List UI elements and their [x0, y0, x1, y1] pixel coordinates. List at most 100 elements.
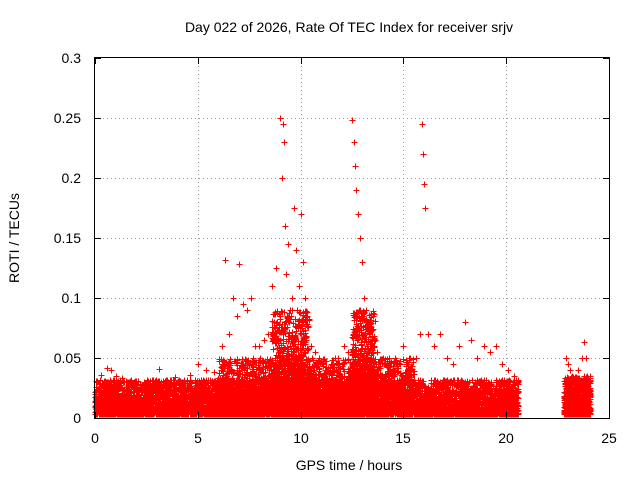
scatter-point [304, 313, 311, 320]
scatter-point [575, 367, 582, 374]
scatter-point [277, 115, 284, 122]
scatter-point [505, 367, 512, 374]
scatter-point [248, 295, 255, 302]
y-tick-label: 0 [73, 410, 81, 426]
scatter-point [322, 367, 329, 374]
ticks [95, 58, 610, 419]
scatter-point [298, 211, 305, 218]
x-tick-labels: 0 5 10 15 20 25 [91, 430, 617, 446]
scatter-point [569, 373, 576, 380]
scatter-point [407, 355, 414, 362]
chart-title: Day 022 of 2026, Rate Of TEC Index for r… [185, 19, 513, 35]
scatter-point [98, 372, 105, 379]
scatter-point [269, 283, 276, 290]
scatter-point [178, 379, 185, 386]
scatter-point [456, 343, 463, 350]
scatter-point [244, 307, 251, 314]
scatter-point [195, 361, 202, 368]
scatter-point [400, 343, 407, 350]
scatter-point [487, 349, 494, 356]
scatter-point [285, 241, 292, 248]
y-axis-label: ROTI / TECUs [6, 193, 22, 283]
scatter-point [419, 121, 426, 128]
scatter-point [422, 205, 429, 212]
scatter-point [380, 355, 387, 362]
scatter-point [431, 343, 438, 350]
scatter-point [133, 381, 140, 388]
scatter-point [156, 366, 163, 373]
scatter-point [413, 355, 420, 362]
scatter-point [417, 331, 424, 338]
scatter-point [296, 283, 303, 290]
scatter-point [462, 319, 469, 326]
scatter-point [240, 301, 247, 308]
scatter-point [581, 339, 588, 346]
x-tick-label: 15 [395, 430, 411, 446]
scatter-point [308, 343, 315, 350]
y-tick-label: 0.05 [54, 350, 81, 366]
scatter-point [283, 271, 290, 278]
scatter-point [316, 355, 323, 362]
scatter-point [230, 295, 237, 302]
scatter-point [293, 247, 300, 254]
scatter-point [219, 343, 226, 350]
scatter-point [119, 375, 126, 382]
scatter-point [341, 343, 348, 350]
scatter-point [108, 367, 115, 374]
scatter-point [312, 349, 319, 356]
scatter-point [281, 139, 288, 146]
scatter-point [450, 361, 457, 368]
scatter-point [287, 307, 294, 314]
scatter-point [563, 355, 570, 362]
scatter-point [187, 372, 194, 379]
scatter-point [236, 261, 243, 268]
scatter-point [571, 379, 578, 386]
scatter-point [302, 295, 309, 302]
scatter-point [279, 175, 286, 182]
scatter-point [499, 361, 506, 368]
scatter-point [386, 355, 393, 362]
plot-frame [94, 57, 610, 419]
scatter-point [363, 307, 370, 314]
scatter-point [361, 295, 368, 302]
scatter-point [349, 117, 356, 124]
scatter-point [203, 367, 210, 374]
x-tick-label: 25 [601, 430, 617, 446]
scatter-point [94, 379, 101, 386]
scatter-point [370, 343, 377, 350]
scatter-point [300, 259, 307, 266]
x-axis-label: GPS time / hours [296, 457, 403, 473]
scatter-cloud [92, 307, 594, 418]
scatter-point [493, 343, 500, 350]
scatter-point [211, 369, 218, 376]
scatter-point [357, 235, 364, 242]
scatter-point [351, 139, 358, 146]
scatter-point [345, 349, 352, 356]
scatter-point [353, 187, 360, 194]
scatter-point [261, 337, 268, 344]
scatter-point [355, 211, 362, 218]
x-tick-label: 5 [194, 430, 202, 446]
scatter-point [511, 373, 518, 380]
scatter-point [420, 151, 427, 158]
x-tick-label: 10 [293, 430, 309, 446]
y-tick-label: 0.15 [54, 230, 81, 246]
scatter-point [481, 343, 488, 350]
scatter-point [125, 379, 132, 386]
scatter-point [567, 367, 574, 374]
y-tick-label: 0.1 [62, 290, 82, 306]
y-tick-label: 0.2 [62, 170, 82, 186]
scatter-point [289, 295, 296, 302]
scatter-point [265, 331, 272, 338]
scatter-point [444, 355, 451, 362]
scatter-point [335, 355, 342, 362]
scatter-point [392, 355, 399, 362]
scatter-point [359, 259, 366, 266]
y-tick-label: 0.3 [62, 50, 82, 66]
scatter-point [291, 205, 298, 212]
y-tick-labels: 0 0.05 0.1 0.15 0.2 0.25 0.3 [54, 50, 81, 426]
scatter-point [164, 377, 171, 384]
y-tick-label: 0.25 [54, 110, 81, 126]
x-tick-label: 0 [91, 430, 99, 446]
